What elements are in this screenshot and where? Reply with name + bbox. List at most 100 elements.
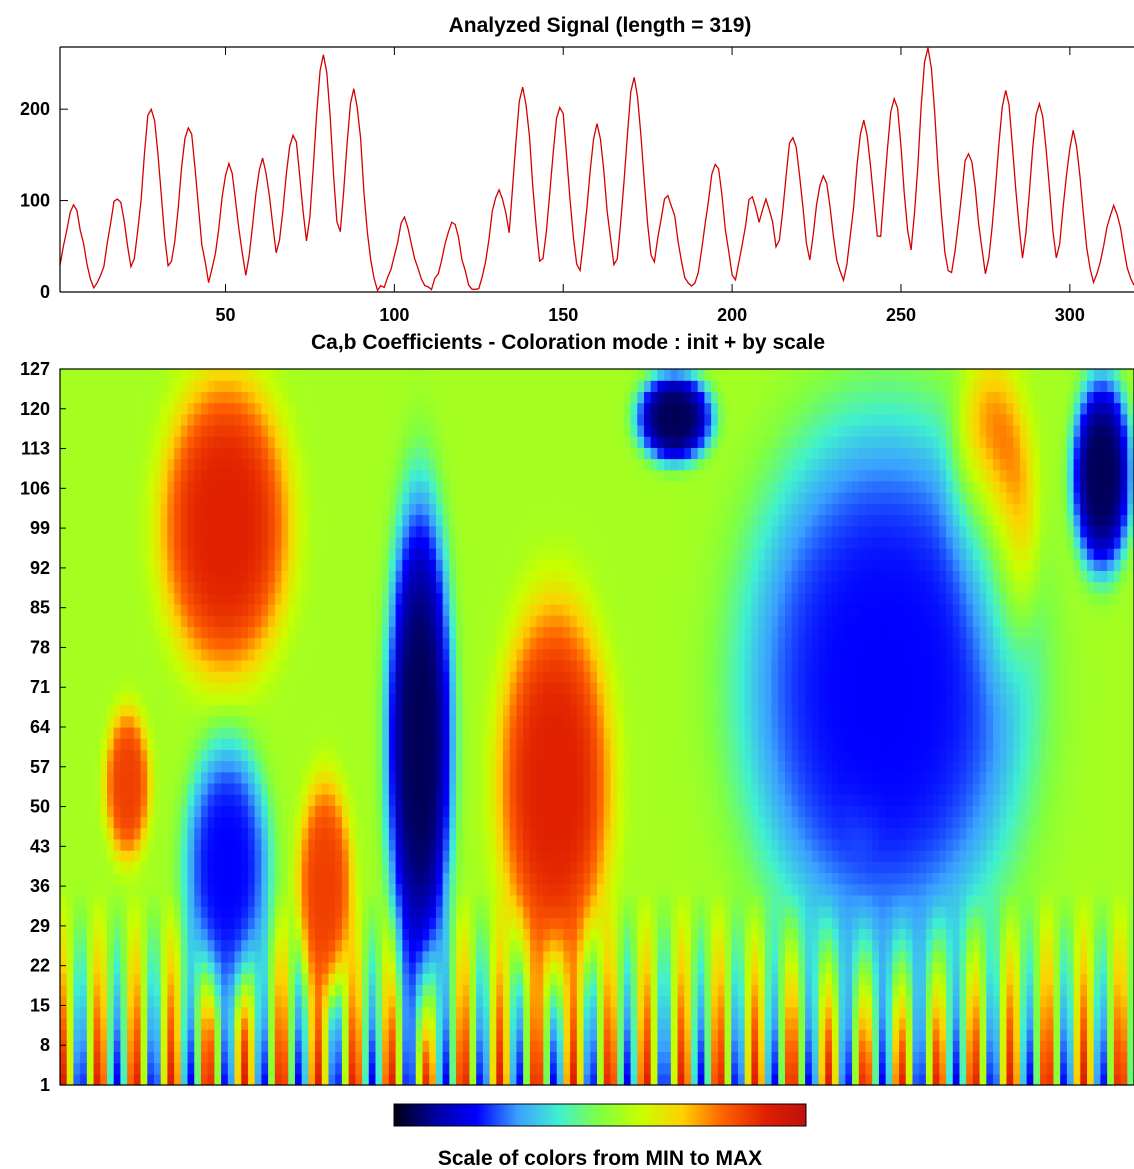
- heatmap-cell: [449, 838, 457, 851]
- heatmap-cell: [550, 1029, 558, 1041]
- heatmap-cell: [516, 738, 524, 750]
- heatmap-cell: [456, 771, 464, 784]
- heatmap-cell: [865, 872, 873, 885]
- heatmap-cell: [281, 883, 289, 896]
- heatmap-cell: [986, 894, 994, 907]
- heatmap-cell: [878, 984, 887, 997]
- heatmap-cell: [133, 1006, 142, 1019]
- heatmap-cell: [294, 805, 303, 818]
- heatmap-cell: [489, 950, 497, 963]
- heatmap-cell: [979, 827, 987, 840]
- heatmap-cell: [382, 961, 390, 974]
- heatmap-cell: [315, 1073, 323, 1086]
- heatmap-cell: [335, 1040, 343, 1053]
- heatmap-cell: [536, 838, 544, 851]
- heatmap-cell: [496, 861, 504, 874]
- heatmap-cell: [1060, 850, 1068, 862]
- heatmap-cell: [489, 1029, 497, 1041]
- heatmap-cell: [113, 794, 122, 806]
- heatmap-cell: [402, 906, 410, 918]
- heatmap-cell: [1040, 749, 1048, 762]
- heatmap-cell: [543, 906, 551, 918]
- heatmap-cell: [798, 950, 806, 963]
- heatmap-cell: [442, 928, 450, 941]
- heatmap-cell: [704, 760, 712, 773]
- heatmap-cell: [234, 939, 242, 952]
- heatmap-cell: [1120, 939, 1128, 952]
- heatmap-cell: [1066, 1006, 1075, 1019]
- heatmap-cell: [885, 995, 893, 1008]
- heatmap-cell: [509, 950, 518, 963]
- heatmap-cell: [758, 883, 766, 896]
- heatmap-cell: [174, 827, 182, 840]
- heatmap-cell: [798, 973, 806, 985]
- heatmap-cell: [503, 838, 511, 851]
- heatmap-cell: [946, 1073, 954, 1086]
- heatmap-cell: [221, 850, 229, 862]
- heatmap-cell: [274, 1073, 283, 1086]
- heatmap-cell: [576, 894, 585, 907]
- heatmap-cell: [509, 738, 518, 750]
- heatmap-cell: [684, 861, 692, 874]
- heatmap-cell: [1080, 1062, 1088, 1075]
- heatmap-cell: [422, 1017, 430, 1030]
- heatmap-cell: [167, 961, 175, 974]
- heatmap-cell: [570, 749, 578, 762]
- heatmap-cell: [717, 995, 726, 1008]
- heatmap-cell: [133, 984, 142, 997]
- heatmap-cell: [597, 1073, 605, 1086]
- heatmap-cell: [355, 1029, 363, 1041]
- heatmap-cell: [153, 805, 162, 818]
- heatmap-cell: [274, 883, 283, 896]
- heatmap-cell: [301, 872, 309, 885]
- heatmap-cell: [1019, 816, 1028, 829]
- heatmap-cell: [1087, 928, 1095, 941]
- heatmap-cell: [462, 961, 471, 974]
- heatmap-cell: [409, 1040, 417, 1053]
- heatmap-cell: [993, 1006, 1001, 1019]
- heatmap-cell: [449, 1073, 457, 1086]
- heatmap-cell: [194, 1040, 202, 1053]
- heatmap-cell: [422, 749, 430, 762]
- heatmap-cell: [462, 939, 471, 952]
- heatmap-cell: [120, 760, 128, 773]
- heatmap-cell: [771, 894, 779, 907]
- heatmap-cell: [362, 771, 370, 784]
- heatmap-cell: [1060, 1029, 1068, 1041]
- heatmap-cell: [878, 928, 887, 941]
- heatmap-cell: [355, 928, 363, 941]
- heatmap-cell: [415, 827, 424, 840]
- heatmap-cell: [1066, 883, 1075, 896]
- heatmap-cell: [892, 917, 900, 929]
- heatmap-cell: [919, 894, 927, 907]
- heatmap-cell: [368, 827, 377, 840]
- heatmap-cell: [409, 771, 417, 784]
- heatmap-cell: [207, 1051, 215, 1064]
- heatmap-cell: [254, 973, 262, 985]
- heatmap-cell: [395, 872, 403, 885]
- heatmap-cell: [838, 961, 846, 974]
- heatmap-cell: [1127, 973, 1134, 985]
- heatmap-cell: [294, 861, 303, 874]
- heatmap-cell: [885, 872, 893, 885]
- heatmap-cell: [677, 973, 685, 985]
- heatmap-cell: [643, 838, 652, 851]
- heatmap-cell: [174, 816, 182, 829]
- heatmap-cell: [1107, 1062, 1115, 1075]
- heatmap-cell: [831, 1029, 840, 1041]
- heatmap-cell: [1093, 805, 1102, 818]
- heatmap-cell: [972, 827, 981, 840]
- heatmap-cell: [623, 894, 632, 907]
- heatmap-cell: [959, 838, 967, 851]
- heatmap-cell: [999, 973, 1008, 985]
- heatmap-cell: [919, 1006, 927, 1019]
- heatmap-cell: [905, 894, 914, 907]
- heatmap-cell: [469, 850, 477, 862]
- heatmap-cell: [388, 995, 397, 1008]
- heatmap-cell: [543, 838, 551, 851]
- heatmap-cell: [80, 883, 88, 896]
- heatmap-cell: [449, 1040, 457, 1053]
- heatmap-cell: [717, 1006, 726, 1019]
- heatmap-cell: [563, 894, 571, 907]
- heatmap-cell: [335, 771, 343, 784]
